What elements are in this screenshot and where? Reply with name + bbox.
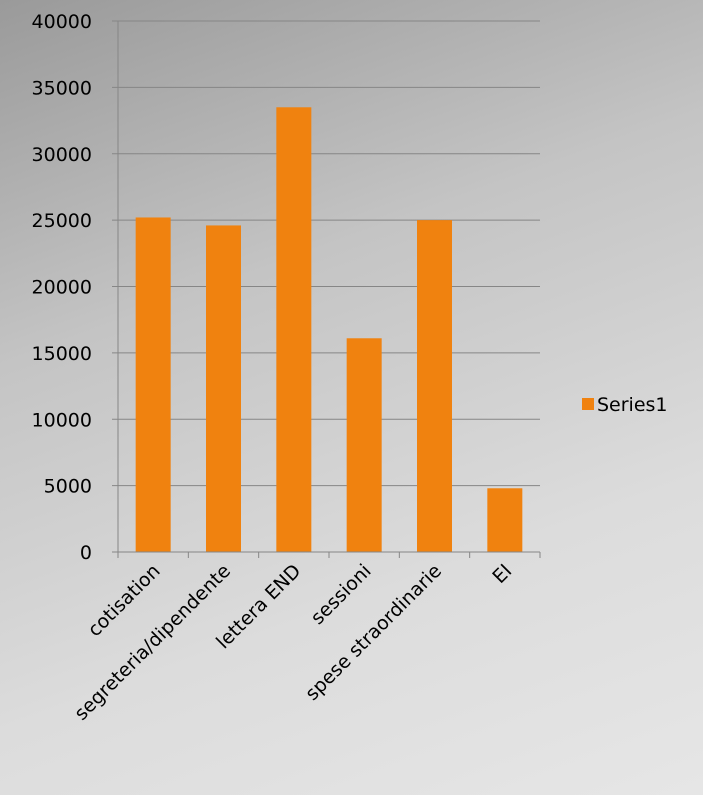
legend: Series1 (582, 394, 668, 416)
x-label-spese-straordinarie: spese straordinarie (301, 560, 446, 705)
bar-lettera-end (276, 107, 312, 552)
y-tick-label-15000: 15000 (32, 343, 92, 365)
bar-cotisation (135, 217, 171, 552)
y-tick-label-10000: 10000 (32, 409, 92, 431)
bar-series (135, 107, 523, 552)
y-tick-label-5000: 5000 (44, 476, 92, 498)
bar-ei (487, 488, 523, 552)
y-tick-label-0: 0 (80, 542, 92, 564)
bar-sessioni (346, 338, 382, 552)
y-axis-tick-labels: 0 5000 10000 15000 20000 25000 30000 35000 40000 (32, 11, 92, 564)
axes (117, 21, 541, 558)
bar-segreteria-dipendente (206, 225, 241, 552)
x-label-sessioni: sessioni (307, 560, 376, 629)
legend-swatch (582, 398, 594, 410)
y-tick-label-30000: 30000 (32, 144, 92, 166)
x-label-ei: EI (488, 560, 516, 588)
gridlines (112, 20, 540, 553)
legend-label-series1: Series1 (597, 394, 668, 416)
bar-spese-straordinarie (417, 220, 452, 552)
y-tick-label-40000: 40000 (32, 11, 92, 33)
y-tick-label-25000: 25000 (32, 210, 92, 232)
y-tick-label-20000: 20000 (32, 277, 92, 299)
y-tick-label-35000: 35000 (32, 77, 92, 99)
